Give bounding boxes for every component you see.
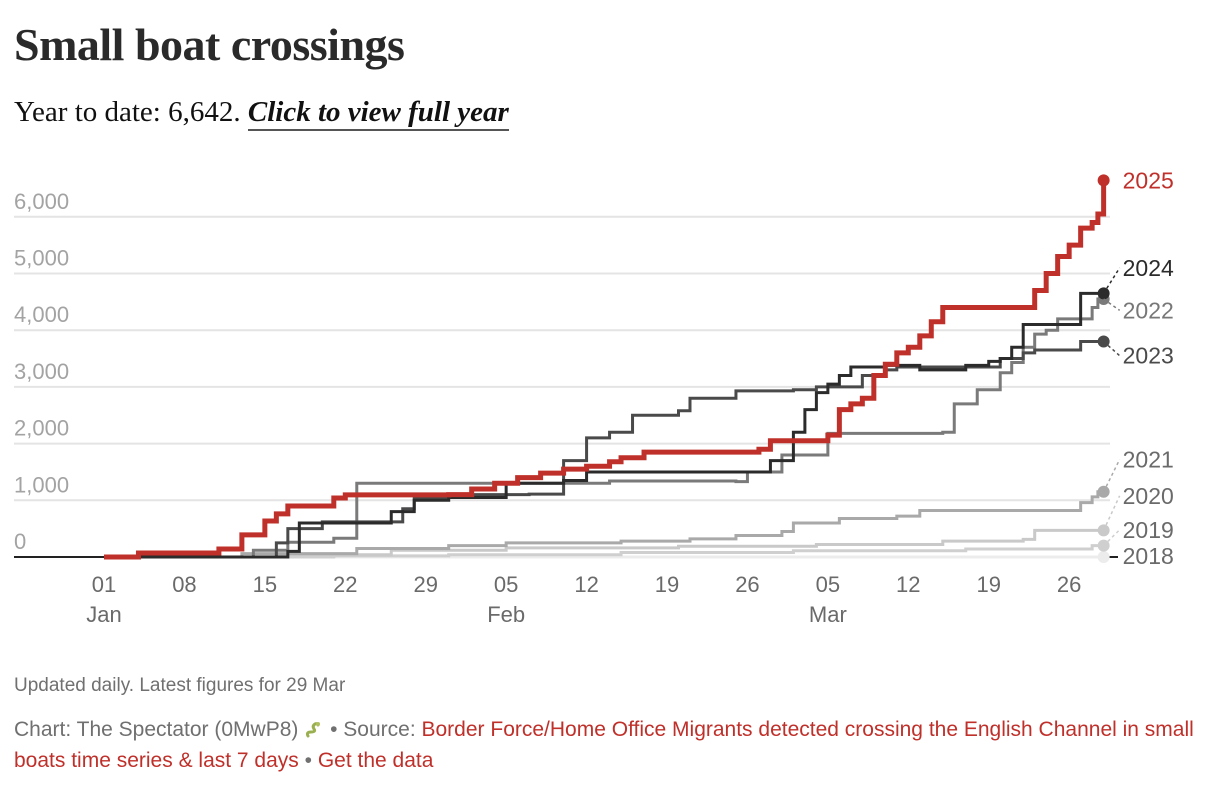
leader-line-2022 <box>1103 298 1121 311</box>
series-label-2021: 2021 <box>1123 446 1174 472</box>
chart-svg: 0 1,000 2,000 3,000 4,000 5,000 6,000 01 Jan 08 1… <box>14 167 1174 627</box>
x-axis: 01 Jan 08 15 22 29 05 Feb 12 19 26 05 Mar 12 19 26 <box>86 572 1081 627</box>
x-tick-label: 26 <box>735 572 759 597</box>
leader-line-2019 <box>1103 529 1121 547</box>
update-note: Updated daily. Latest figures for 29 Mar <box>14 675 346 696</box>
source-label: • Source: <box>330 718 416 741</box>
chart-credit: Chart: The Spectator (0MwP8) • Source: B… <box>14 714 1194 776</box>
x-tick-label: 08 <box>172 572 196 597</box>
leader-line-2024 <box>1102 267 1121 294</box>
series-line-2022 <box>104 297 1104 559</box>
x-tick-label: 12 <box>896 572 920 597</box>
x-tick-month-label: Feb <box>487 602 525 627</box>
leader-line-2020 <box>1102 495 1121 531</box>
view-full-year-link[interactable]: Click to view full year <box>247 96 509 131</box>
x-tick-label: 01 <box>92 572 116 597</box>
x-tick-label: 12 <box>574 572 598 597</box>
year-to-date-text: Year to date: 6,642. <box>14 96 241 128</box>
y-tick-label: 0 <box>14 529 26 554</box>
get-the-data-link[interactable]: Get the data <box>317 749 434 772</box>
series-line-2023 <box>104 340 1104 559</box>
series-label-2025: 2025 <box>1123 167 1174 193</box>
x-tick-label: 19 <box>655 572 679 597</box>
series-lines <box>104 174 1110 563</box>
chart-subtitle: Year to date: 6,642. Click to view full … <box>14 96 509 131</box>
source-link[interactable]: Border Force/Home Office Migrants detect… <box>14 718 1194 772</box>
series-label-2020: 2020 <box>1123 483 1174 509</box>
y-tick-label: 4,000 <box>14 302 69 327</box>
separator: • <box>304 749 312 772</box>
snake-icon <box>306 722 321 738</box>
x-tick-label: 29 <box>413 572 437 597</box>
x-tick-label: 05 <box>816 572 840 597</box>
end-dot-2025 <box>1097 174 1110 187</box>
x-tick-label: 22 <box>333 572 357 597</box>
end-dot-2019 <box>1097 539 1110 552</box>
y-tick-label: 6,000 <box>14 189 69 214</box>
x-tick-label: 19 <box>976 572 1000 597</box>
series-line-2021 <box>104 490 1104 559</box>
credit-text: Chart: The Spectator (0MwP8) <box>14 718 299 741</box>
series-label-2018: 2018 <box>1123 543 1174 569</box>
end-dot-2023 <box>1097 335 1110 348</box>
x-tick-label: 15 <box>253 572 277 597</box>
leader-line-2021 <box>1102 459 1121 493</box>
series-line-2025 <box>104 180 1107 560</box>
y-tick-label: 3,000 <box>14 359 69 384</box>
series-line-2024 <box>104 291 1104 559</box>
chart-title: Small boat crossings <box>14 19 405 70</box>
series-line-2020 <box>104 528 1104 559</box>
y-tick-label: 2,000 <box>14 416 69 441</box>
y-tick-label: 1,000 <box>14 472 69 497</box>
x-tick-month-label: Jan <box>86 602 121 627</box>
series-label-2023: 2023 <box>1123 343 1174 369</box>
y-axis: 0 1,000 2,000 3,000 4,000 5,000 6,000 <box>14 189 69 554</box>
series-label-2022: 2022 <box>1123 297 1174 323</box>
gridlines <box>14 215 1118 558</box>
x-tick-month-label: Mar <box>809 602 847 627</box>
y-tick-label: 5,000 <box>14 246 69 271</box>
end-dot-2018 <box>1097 551 1110 563</box>
x-tick-label: 05 <box>494 572 518 597</box>
series-label-2019: 2019 <box>1123 517 1174 543</box>
x-tick-label: 26 <box>1057 572 1081 597</box>
series-label-2024: 2024 <box>1123 255 1174 281</box>
